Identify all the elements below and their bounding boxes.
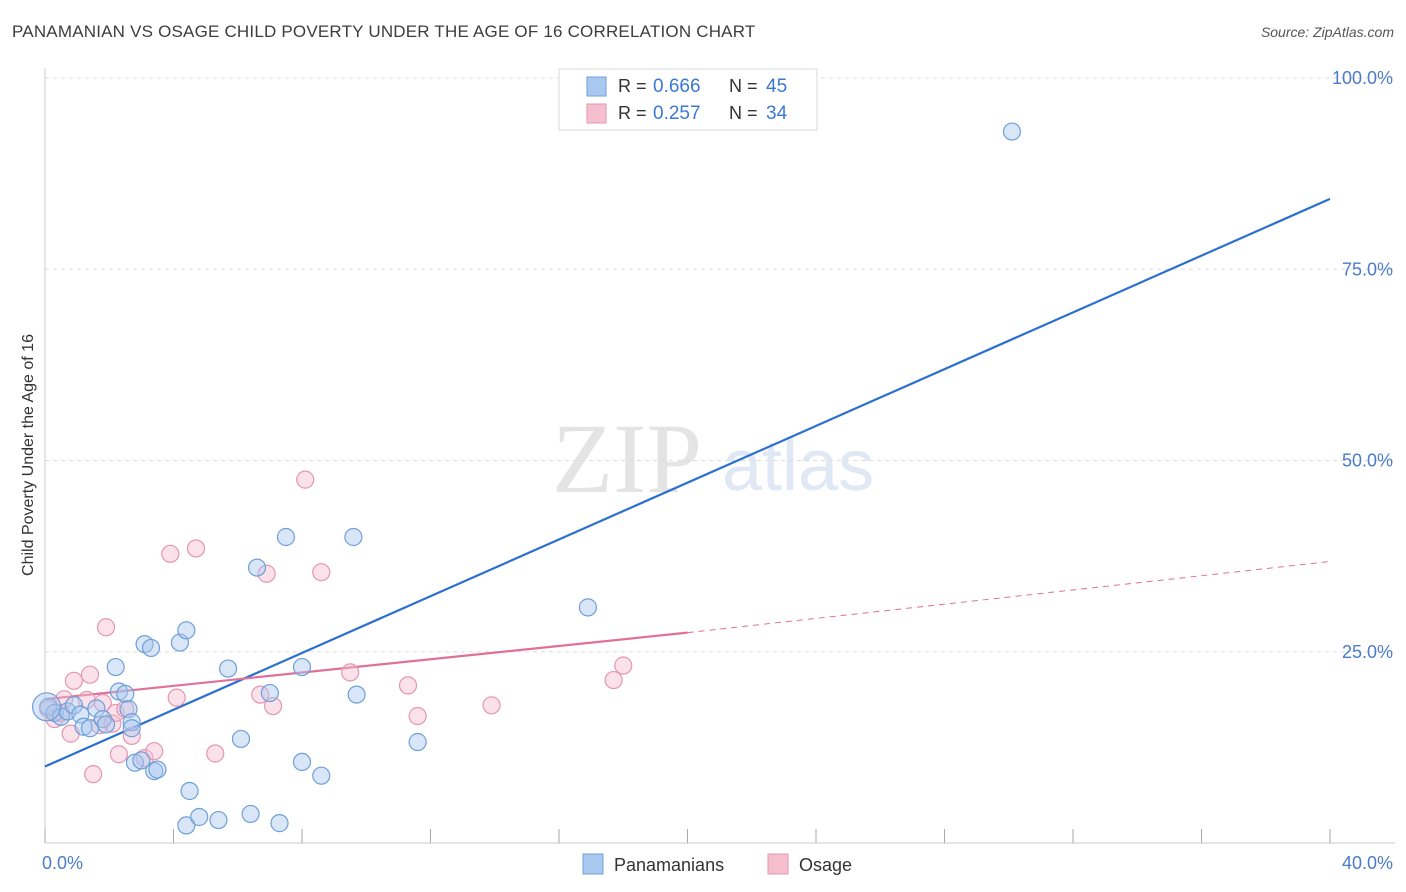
legend-swatch-osage [586, 103, 607, 124]
panamanian-point [312, 766, 331, 785]
legend-swatch-panamanians [586, 76, 607, 97]
panamanian-point [292, 752, 312, 772]
osage-point [614, 656, 633, 675]
y-tick-label: 25.0% [1342, 642, 1393, 662]
panamanian-point [260, 683, 279, 703]
panamanian-point [122, 719, 141, 738]
osage-point [341, 663, 360, 682]
panamanian-point [344, 527, 363, 547]
panamanian-point [141, 638, 161, 658]
panamanian-point [209, 810, 228, 830]
panamanian-point [190, 807, 209, 827]
panamanian-point [347, 685, 366, 704]
bottom-legend-swatch-panamanians [582, 853, 604, 875]
bottom-legend-label-panamanians: Panamanians [614, 855, 724, 875]
osage-point [80, 665, 100, 684]
osage-point [84, 765, 103, 784]
panamanian-point [32, 692, 62, 722]
gridlines [45, 77, 1395, 653]
chart-title: PANAMANIAN VS OSAGE CHILD POVERTY UNDER … [12, 22, 756, 41]
osage-point [64, 671, 84, 690]
osage-point [103, 714, 122, 733]
osage-point [206, 744, 225, 763]
osage-point [398, 676, 418, 695]
legend-n-label: N = [729, 76, 758, 96]
panamanian-point [241, 804, 260, 824]
panamanian-point [177, 816, 196, 835]
legend-n-value: 34 [766, 103, 788, 124]
y-tick-label: 50.0% [1342, 451, 1393, 471]
legend-box: R = 0.666 N = 45 R = 0.257 N = 34 [558, 68, 818, 131]
panamanian-point [276, 527, 296, 547]
panamanian-point [93, 709, 112, 729]
legend-r-value: 0.666 [653, 76, 701, 97]
osage-trend-line [44, 631, 688, 701]
osage-point [604, 670, 623, 690]
y-axis-label: Child Poverty Under the Age of 16 [20, 334, 37, 576]
legend-r-label: R = [618, 103, 647, 123]
osage-point [145, 742, 164, 761]
osage-trend-extension [687, 560, 1331, 634]
panamanian-point [74, 717, 93, 736]
x-tick-label: 40.0% [1342, 853, 1393, 873]
legend-r-value: 0.257 [653, 103, 701, 124]
y-tick-label: 100.0% [1332, 68, 1393, 88]
x-tick-label: 0.0% [42, 853, 83, 873]
panamanian-point [180, 781, 199, 801]
panamanian-point [292, 657, 312, 677]
source-credit: Source: ZipAtlas.com [1260, 24, 1394, 40]
osage-point [296, 470, 315, 489]
axes [44, 68, 1395, 844]
legend-n-label: N = [729, 103, 758, 123]
osage-point [257, 564, 276, 583]
legend-r-label: R = [618, 76, 647, 96]
panamanian-point [116, 684, 135, 703]
panamanian-trend-line [44, 197, 1331, 768]
panamanian-point [247, 558, 267, 577]
panamanian-point [219, 659, 238, 678]
tick-labels: 25.0% 50.0% 75.0% 100.0% 0.0% 40.0% [42, 68, 1393, 873]
panamanian-point [64, 696, 84, 715]
osage-point [312, 563, 331, 582]
panamanian-point [177, 621, 196, 640]
legend-n-value: 45 [766, 76, 787, 97]
osage-point [96, 618, 116, 637]
panamanian-point [132, 751, 151, 770]
watermark-zip: ZIP [552, 403, 702, 514]
osage-point [109, 745, 128, 764]
osage-point [135, 748, 154, 768]
bottom-legend-label-osage: Osage [799, 855, 852, 875]
panamanian-point [1002, 122, 1022, 141]
osage-point [161, 544, 180, 563]
osage-point [167, 688, 186, 707]
osage-point [122, 726, 141, 746]
bottom-legend: Panamanians Osage [582, 853, 852, 875]
osage-point [408, 706, 427, 726]
scatter-points [32, 122, 1022, 835]
osage-point [186, 539, 206, 558]
panamanian-point [87, 699, 106, 718]
panamanian-point [408, 732, 427, 752]
y-tick-label: 75.0% [1342, 259, 1393, 279]
panamanian-point [270, 814, 289, 833]
panamanian-point [106, 657, 125, 677]
bottom-legend-swatch-osage [767, 853, 789, 875]
panamanian-point [578, 598, 598, 617]
osage-point [482, 696, 501, 715]
watermark-atlas: atlas [722, 426, 874, 506]
panamanian-point [231, 729, 251, 749]
panamanian-point [96, 715, 116, 734]
trend-lines [44, 197, 1331, 768]
panamanian-point [122, 713, 141, 732]
panamanian-point [148, 760, 167, 779]
